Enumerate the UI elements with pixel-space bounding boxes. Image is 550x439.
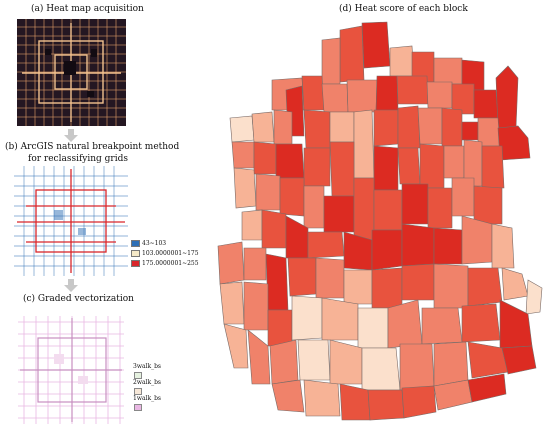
legend-label: 103.0000001~175 (142, 250, 199, 257)
arrow-down-icon (64, 129, 78, 142)
legend-c-label-2: 2walk_bs (133, 379, 162, 386)
heat-map-image (17, 19, 126, 126)
reclassified-grid-map (14, 166, 128, 276)
legend-swatch (131, 260, 140, 267)
legend-c-swatch-2 (134, 388, 142, 395)
legend-b-item-3: 175.0000001~255 (131, 260, 199, 267)
arrow-down-icon (64, 279, 78, 292)
graded-vector-map (18, 316, 124, 424)
legend-b-item-2: 103.0000001~175 (131, 250, 199, 257)
legend-c-label-3: 1walk_bs (133, 395, 162, 402)
legend-c-swatch-1 (134, 372, 142, 379)
panel-c-caption: (c) Graded vectorization (23, 294, 134, 304)
legend-c-label-1: 3walk_bs (133, 363, 162, 370)
panel-a-caption: (a) Heat map acquisition (31, 4, 144, 14)
legend-label: 175.0000001~255 (142, 260, 199, 267)
panel-d-caption: (d) Heat score of each block (339, 4, 468, 14)
legend-swatch (131, 240, 140, 247)
legend-b-item-1: 43~103 (131, 240, 166, 247)
legend-label: 43~103 (142, 240, 167, 247)
legend-swatch (131, 250, 140, 257)
panel-b-caption-line1: (b) ArcGIS natural breakpoint method (5, 142, 180, 152)
legend-c-swatch-3 (134, 404, 142, 411)
panel-b-caption-line2: for reclassifying grids (28, 154, 128, 164)
block-heat-score-map (217, 21, 543, 421)
